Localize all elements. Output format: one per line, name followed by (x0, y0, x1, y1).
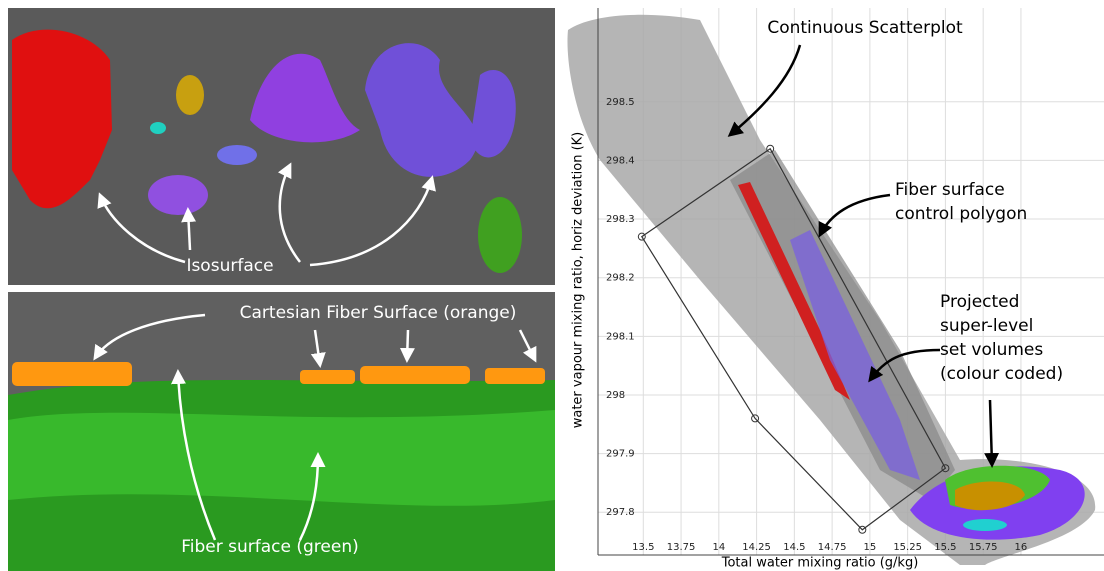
x-tick-label: 13.75 (667, 542, 696, 553)
x-tick-label: 14 (712, 542, 725, 553)
y-tick-label: 297.9 (606, 449, 635, 460)
panel-label: Fiber surface (green) (181, 537, 359, 557)
x-tick-label: 16 (1015, 542, 1028, 553)
annotation: (colour coded) (940, 364, 1063, 384)
isosurface-view: Isosurface (8, 8, 555, 285)
x-axis-label: Total water mixing ratio (g/kg) (721, 556, 919, 571)
y-tick-label: 298.1 (606, 331, 635, 342)
x-tick-label: 15.75 (969, 542, 998, 553)
figure: Isosurface Cartesian Fiber Surface (oran… (0, 0, 1104, 571)
annotation: set volumes (940, 340, 1043, 360)
panel-label: Cartesian Fiber Surface (orange) (240, 303, 517, 323)
x-tick-label: 13.5 (632, 542, 654, 553)
annotation: super-level (940, 316, 1033, 336)
annotation: Fiber surface (895, 180, 1005, 200)
x-tick-label: 14.75 (818, 542, 847, 553)
x-tick-label: 15.25 (893, 542, 922, 553)
set-volume (963, 519, 1007, 531)
x-tick-label: 14.5 (783, 542, 805, 553)
y-tick-label: 298.3 (606, 214, 635, 225)
arrow (990, 400, 992, 465)
x-tick-label: 14.25 (742, 542, 771, 553)
annotation: Continuous Scatterplot (767, 18, 963, 38)
panel-label: Isosurface (186, 256, 273, 276)
annotation: Projected (940, 292, 1019, 312)
chart: 13.5 13.75 14 14.25 14.5 14.75 15 15.25 15.5 15.7… (567, 8, 1104, 571)
x-tick-label: 15 (864, 542, 877, 553)
arrow (820, 195, 890, 235)
annotation: control polygon (895, 204, 1027, 224)
y-axis-label: water vapour mixing ratio, horiz deviati… (571, 132, 586, 429)
y-tick-label: 298.5 (606, 97, 635, 108)
fiber-view: Cartesian Fiber Surface (orange) Fiber s… (8, 292, 555, 571)
y-tick-label: 298.4 (606, 155, 635, 166)
y-tick-label: 297.8 (606, 507, 635, 518)
y-tick-label: 298 (606, 390, 625, 401)
x-tick-label: 15.5 (934, 542, 956, 553)
y-tick-label: 298.2 (606, 273, 635, 284)
